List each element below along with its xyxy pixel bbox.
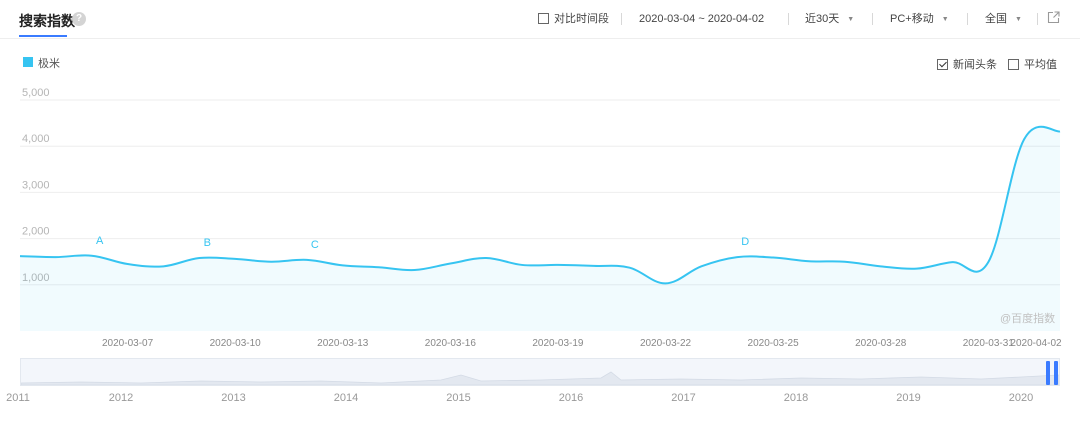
overview-year-label: 2017 — [671, 392, 696, 404]
toolbar: 搜索指数 ? 对比时间段 2020-03-04 ~ 2020-04-02 近30… — [0, 0, 1080, 40]
title-underline — [19, 35, 67, 37]
external-link-icon[interactable] — [1047, 11, 1060, 24]
region-label: 全国 — [985, 13, 1007, 25]
x-tick-label: 2020-04-02 — [1010, 338, 1062, 349]
chevron-down-icon: ▼ — [941, 16, 949, 23]
average-label: 平均值 — [1024, 59, 1057, 71]
series-area — [20, 126, 1060, 331]
divider — [1037, 13, 1038, 25]
page-title[interactable]: 搜索指数 — [19, 13, 75, 29]
overview-year-label: 2011 — [6, 392, 30, 404]
x-tick-label: 2020-03-16 — [425, 338, 477, 349]
news-annotation-d: D — [741, 236, 749, 248]
help-icon[interactable]: ? — [72, 12, 86, 26]
legend-series-label[interactable]: 极米 — [38, 58, 60, 70]
y-tick-label: 5,000 — [22, 87, 50, 99]
average-checkbox[interactable] — [1008, 59, 1019, 70]
overview-year-label: 2019 — [896, 392, 921, 404]
divider — [621, 13, 622, 25]
overview-year-label: 2016 — [558, 392, 584, 404]
overview-year-label: 2018 — [783, 392, 809, 404]
device-label: PC+移动 — [890, 13, 934, 25]
news-annotation-c: C — [311, 239, 319, 251]
news-toggle[interactable]: 新闻头条 — [937, 56, 997, 72]
compare-label: 对比时间段 — [554, 13, 609, 25]
period-select[interactable]: 近30天 ▼ — [805, 12, 854, 27]
series-line — [19, 125, 1061, 285]
period-label: 近30天 — [805, 13, 840, 25]
x-tick-label: 2020-03-25 — [748, 338, 800, 349]
news-label: 新闻头条 — [953, 59, 997, 71]
y-tick-label: 4,000 — [22, 133, 50, 145]
range-handle-left[interactable] — [1046, 361, 1050, 385]
news-annotation-a: A — [96, 235, 104, 247]
x-tick-label: 2020-03-07 — [102, 338, 154, 349]
region-select[interactable]: 全国 ▼ — [985, 12, 1022, 27]
news-checkbox[interactable] — [937, 59, 948, 70]
overview-sparkline — [21, 371, 1059, 385]
date-range-picker[interactable]: 2020-03-04 ~ 2020-04-02 — [639, 13, 765, 25]
divider — [788, 13, 789, 25]
legend-swatch[interactable] — [23, 57, 33, 67]
device-select[interactable]: PC+移动 ▼ — [890, 12, 949, 27]
x-tick-label: 2020-03-10 — [210, 338, 262, 349]
overview-year-label: 2020 — [1008, 392, 1034, 404]
overview-year-label: 2015 — [446, 392, 471, 404]
overview-year-label: 2014 — [333, 392, 359, 404]
x-tick-label: 2020-03-13 — [317, 338, 369, 349]
x-tick-label: 2020-03-19 — [532, 338, 584, 349]
compare-checkbox[interactable] — [538, 13, 549, 24]
x-tick-label: 2020-03-28 — [855, 338, 907, 349]
range-handle-right[interactable] — [1054, 361, 1058, 385]
x-tick-label: 2020-03-22 — [640, 338, 692, 349]
search-index-chart[interactable]: 1,000 2,000 3,000 4,000 5,000 A B C D 2020-03-0… — [0, 80, 1080, 355]
chevron-down-icon: ▼ — [847, 16, 855, 23]
divider — [967, 13, 968, 25]
y-tick-label: 1,000 — [22, 272, 50, 284]
divider — [872, 13, 873, 25]
toolbar-divider — [0, 38, 1080, 39]
news-annotation-b: B — [204, 237, 211, 249]
chevron-down-icon: ▼ — [1015, 16, 1022, 23]
range-overview[interactable] — [20, 358, 1060, 386]
average-toggle[interactable]: 平均值 — [1008, 56, 1057, 72]
watermark: @百度指数 — [1000, 313, 1056, 325]
y-tick-label: 2,000 — [22, 226, 50, 238]
overview-year-label: 2012 — [108, 392, 134, 404]
y-tick-label: 3,000 — [22, 179, 50, 191]
compare-period-toggle[interactable]: 对比时间段 — [538, 12, 609, 26]
x-tick-label: 2020-03-31 — [963, 338, 1015, 349]
overview-year-label: 2013 — [221, 392, 246, 404]
